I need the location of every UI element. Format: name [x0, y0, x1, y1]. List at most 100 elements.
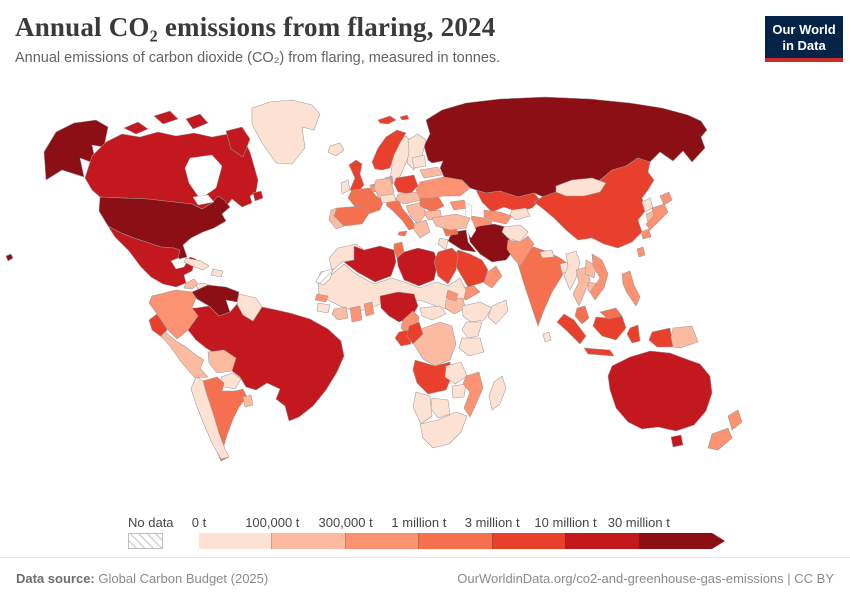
region-guinea[interactable] [316, 302, 331, 314]
region-sicily[interactable] [397, 230, 408, 237]
region-south-africa[interactable] [419, 411, 468, 449]
region-oman[interactable] [483, 265, 503, 289]
region-guyana-suriname[interactable] [236, 293, 263, 322]
region-iceland[interactable] [327, 142, 345, 157]
region-greece[interactable] [413, 219, 431, 239]
region-zimbabwe[interactable] [451, 383, 467, 399]
region-vietnam[interactable] [589, 253, 609, 301]
region-mozambique[interactable] [462, 371, 484, 418]
region-taiwan[interactable] [636, 246, 646, 258]
region-ghana[interactable] [349, 305, 363, 323]
region-algeria[interactable] [343, 245, 397, 283]
region-central-african-republic[interactable] [419, 305, 447, 321]
region-indonesia-sulawesi[interactable] [626, 324, 641, 344]
legend-bin-5[interactable] [565, 533, 639, 549]
region-central-europe[interactable] [395, 191, 423, 205]
region-south-sudan[interactable] [444, 297, 467, 315]
region-tasmania[interactable] [670, 434, 684, 448]
region-united-states-hawaii[interactable] [5, 253, 14, 262]
region-japan-kyushu[interactable] [640, 228, 652, 240]
region-canada-arctic-island[interactable] [123, 121, 149, 135]
region-italy[interactable] [385, 197, 417, 231]
region-poland[interactable] [393, 174, 419, 195]
region-tanzania[interactable] [458, 337, 485, 357]
region-ecuador[interactable] [148, 313, 168, 339]
region-united-kingdom[interactable] [348, 159, 365, 194]
region-mexico[interactable] [107, 225, 197, 288]
region-myanmar[interactable] [563, 250, 581, 291]
legend-bin-2[interactable] [344, 533, 419, 549]
region-canada-baffin[interactable] [225, 126, 251, 158]
region-zambia[interactable] [444, 361, 468, 385]
region-canada-arctic-island[interactable] [153, 110, 179, 125]
region-colombia[interactable] [148, 289, 199, 340]
region-australia[interactable] [607, 350, 713, 432]
region-bolivia[interactable] [207, 349, 237, 374]
region-ireland[interactable] [340, 179, 351, 195]
region-malaysia-borneo[interactable] [599, 307, 623, 320]
region-angola[interactable] [412, 359, 453, 395]
region-botswana[interactable] [430, 397, 451, 419]
owid-url-license[interactable]: OurWorldinData.org/co2-and-greenhouse-ga… [457, 571, 834, 586]
region-philippines[interactable] [621, 270, 641, 307]
region-libya[interactable] [396, 247, 439, 287]
region-sri-lanka[interactable] [542, 331, 552, 343]
legend-bin-4[interactable] [491, 533, 566, 549]
region-svalbard[interactable] [377, 115, 397, 125]
region-uruguay[interactable] [242, 394, 254, 408]
region-greenland[interactable] [251, 99, 321, 165]
region-svalbard[interactable] [399, 114, 410, 121]
region-portugal[interactable] [328, 207, 345, 230]
owid-logo[interactable]: Our World in Data [765, 16, 843, 63]
region-gabon[interactable] [394, 329, 412, 347]
legend-bin-6[interactable] [638, 533, 712, 549]
region-pakistan[interactable] [506, 235, 535, 267]
region-indonesia-kalimantan[interactable] [592, 315, 627, 341]
region-senegal[interactable] [314, 293, 329, 303]
legend-bin-3[interactable] [418, 533, 492, 549]
region-kyrgyzstan-tajikistan[interactable] [509, 207, 531, 221]
region-eritrea[interactable] [445, 289, 459, 302]
region-balkans[interactable] [405, 201, 427, 225]
region-guatemala[interactable] [183, 278, 199, 290]
region-madagascar[interactable] [488, 375, 507, 411]
region-congo[interactable] [406, 321, 424, 345]
region-hispaniola[interactable] [210, 268, 224, 278]
region-india[interactable] [517, 246, 569, 327]
region-ukraine[interactable] [415, 176, 471, 199]
region-new-zealand-north[interactable] [727, 409, 743, 431]
region-peru[interactable] [160, 331, 209, 379]
region-japan-honshu[interactable] [645, 203, 669, 231]
region-norway[interactable] [371, 129, 407, 171]
region-ethiopia[interactable] [461, 301, 493, 323]
region-papua-new-guinea[interactable] [670, 325, 699, 349]
region-nepal[interactable] [539, 249, 555, 259]
region-kazakhstan[interactable] [475, 189, 541, 213]
region-mongolia[interactable] [555, 177, 607, 197]
region-japan-hokkaido[interactable] [659, 191, 673, 206]
region-canada-arctic-island[interactable] [185, 113, 209, 130]
region-benin-togo[interactable] [363, 301, 375, 317]
region-western-sahara[interactable] [315, 268, 334, 286]
region-new-zealand-south[interactable] [707, 427, 733, 451]
region-namibia[interactable] [412, 391, 433, 425]
region-canada-newfoundland[interactable] [252, 190, 264, 202]
region-uzbekistan[interactable] [483, 209, 513, 225]
region-jordan-israel[interactable] [437, 237, 449, 251]
region-indonesia-papua[interactable] [648, 327, 674, 348]
region-chile[interactable] [190, 376, 230, 460]
region-egypt[interactable] [433, 247, 459, 285]
region-cuba[interactable] [183, 257, 210, 271]
region-kenya[interactable] [461, 321, 483, 339]
region-venezuela[interactable] [191, 284, 240, 317]
region-turkey[interactable] [431, 213, 471, 231]
region-indonesia-java[interactable] [583, 347, 615, 357]
legend-bin-1[interactable] [271, 533, 345, 549]
region-alpine-states[interactable] [379, 193, 397, 204]
region-malaysia-peninsula[interactable] [574, 305, 590, 325]
region-somalia[interactable] [487, 299, 509, 325]
region-united-states-alaska[interactable] [43, 119, 109, 181]
region-baltics[interactable] [411, 154, 427, 169]
region-ivory-coast[interactable] [331, 306, 349, 321]
legend-no-data-swatch[interactable] [128, 533, 163, 549]
